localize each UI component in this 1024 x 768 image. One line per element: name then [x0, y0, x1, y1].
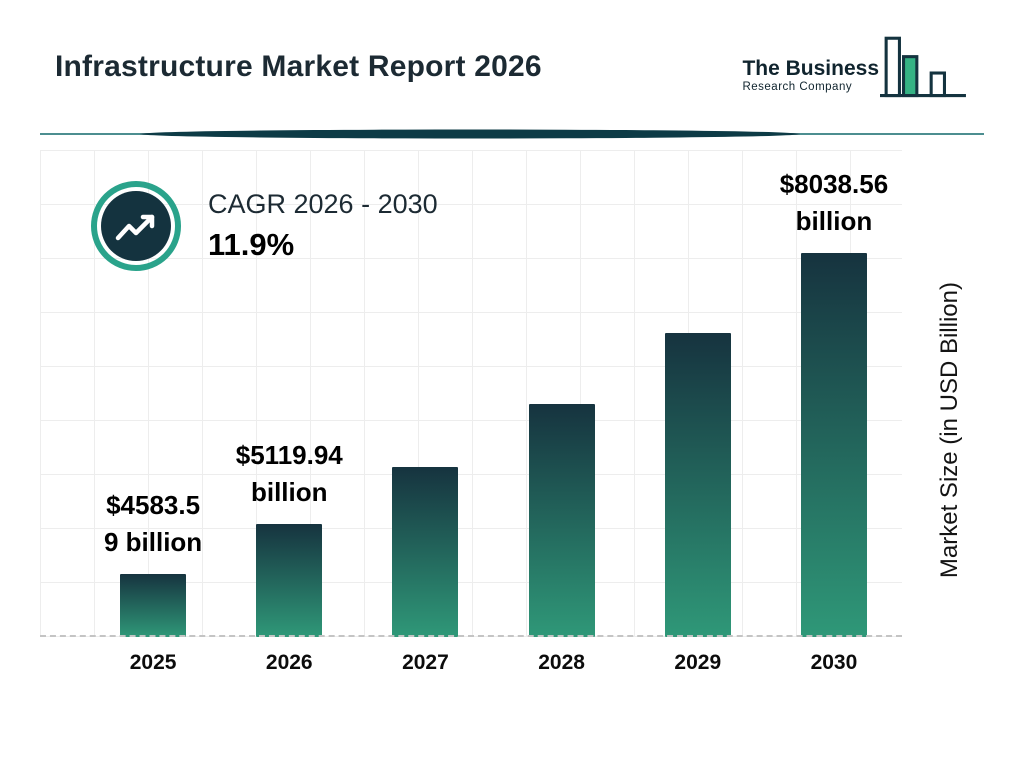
- bar-column-2027: [357, 150, 493, 637]
- x-axis-label-2027: 2027: [402, 651, 449, 674]
- x-axis-label-2026: 2026: [265, 651, 313, 674]
- bar-2030: [800, 253, 867, 637]
- x-axis-label-2030: 2030: [810, 651, 858, 674]
- x-axis: 2025 2026 2027 2028 2029 2030: [85, 637, 902, 675]
- bar-2025: [120, 574, 187, 637]
- bar-value-label-2030: $8038.56 billion: [779, 168, 889, 237]
- company-logo-text: The Business Research Company: [742, 57, 879, 94]
- bar-2028: [528, 404, 595, 637]
- bar-chart-logo-icon: [880, 36, 966, 98]
- plot-area: CAGR 2026 - 2030 11.9% $4583.5 9 billion $…: [40, 150, 902, 637]
- divider: [40, 128, 984, 140]
- x-axis-label-2028: 2028: [538, 651, 585, 674]
- company-logo: The Business Research Company: [742, 36, 968, 112]
- header: Infrastructure Market Report 2026 The Bu…: [0, 0, 1024, 112]
- bar-2027: [392, 467, 459, 637]
- bar-2026: [256, 524, 323, 637]
- bar-column-2026: $5119.94 billion: [221, 150, 357, 637]
- x-axis-label-2025: 2025: [129, 651, 177, 674]
- trend-up-icon: [91, 181, 181, 271]
- page-title: Infrastructure Market Report 2026: [55, 50, 542, 83]
- bar-column-2028: [494, 150, 630, 637]
- y-axis-label: Market Size (in USD Billion): [936, 282, 963, 579]
- bar-column-2029: [630, 150, 766, 637]
- x-axis-label-2029: 2029: [674, 651, 722, 674]
- cagr-label: CAGR 2026 - 2030: [208, 189, 438, 219]
- x-axis-baseline: [40, 635, 902, 637]
- bar-2029: [664, 333, 731, 637]
- cagr-badge: CAGR 2026 - 2030 11.9%: [90, 180, 438, 272]
- bar-column-2025: $4583.5 9 billion: [85, 150, 221, 637]
- market-size-chart: CAGR 2026 - 2030 11.9% $4583.5 9 billion $…: [40, 150, 902, 675]
- bars-container: $4583.5 9 billion $5119.94 billion $8038.56 b…: [85, 150, 902, 637]
- logo-line2: Research Company: [742, 81, 853, 94]
- cagr-value: 11.9%: [208, 227, 295, 262]
- cagr-text: CAGR 2026 - 2030 11.9%: [208, 189, 438, 263]
- bar-value-label-2025: $4583.5 9 billion: [103, 489, 203, 558]
- bar-column-2030: $8038.56 billion: [766, 150, 902, 637]
- logo-line1: The Business: [742, 57, 879, 80]
- bar-value-label-2026: $5119.94 billion: [235, 439, 343, 508]
